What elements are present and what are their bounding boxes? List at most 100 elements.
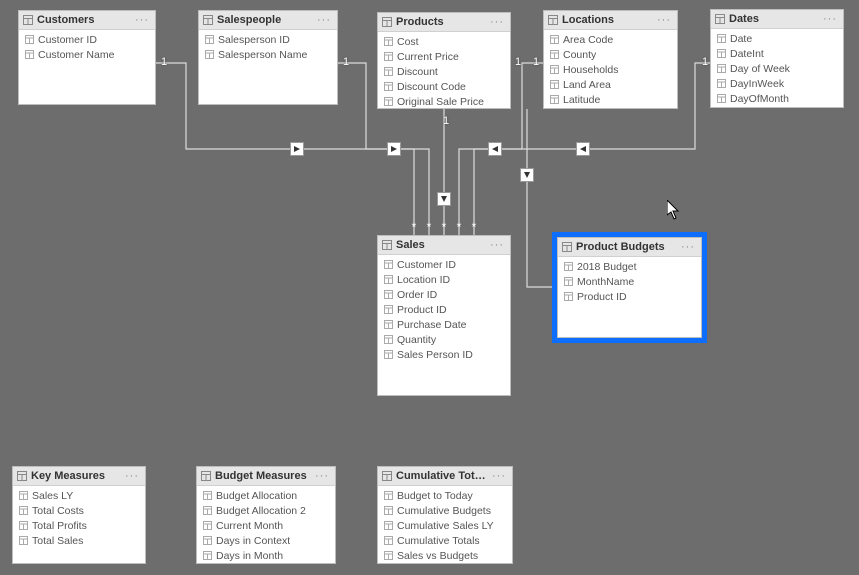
field-row[interactable]: Customer ID <box>19 32 155 47</box>
field-label: Sales Person ID <box>397 349 473 361</box>
field-row[interactable]: Purchase Date <box>378 317 510 332</box>
table-budget_measures[interactable]: Budget Measures···Budget AllocationBudge… <box>196 466 336 564</box>
column-icon <box>717 34 726 43</box>
field-row[interactable]: Current Price <box>378 49 510 64</box>
table-header[interactable]: Key Measures··· <box>13 467 145 486</box>
field-row[interactable]: Discount <box>378 64 510 79</box>
field-row[interactable]: Customer ID <box>378 257 510 272</box>
field-row[interactable]: Total Profits <box>13 518 145 533</box>
field-row[interactable]: Cumulative Sales LY <box>378 518 512 533</box>
model-canvas[interactable]: { "canvas": { "width": 859, "height": 57… <box>0 0 859 575</box>
field-row[interactable]: Day of Week <box>711 61 843 76</box>
field-row[interactable]: Budget Allocation 2 <box>197 503 335 518</box>
table-more-icon[interactable]: ··· <box>313 471 331 481</box>
table-more-icon[interactable]: ··· <box>679 242 697 252</box>
column-icon <box>205 35 214 44</box>
relationship-sales-productbudgets[interactable] <box>527 109 557 287</box>
field-list: Budget AllocationBudget Allocation 2Curr… <box>197 486 335 563</box>
field-row[interactable]: Cumulative Totals <box>378 533 512 548</box>
table-more-icon[interactable]: ··· <box>123 471 141 481</box>
field-row[interactable]: Cumulative Budgets <box>378 503 512 518</box>
field-row[interactable]: Households <box>544 62 677 77</box>
field-row[interactable]: Total Sales <box>13 533 145 548</box>
table-header[interactable]: Budget Measures··· <box>197 467 335 486</box>
field-row[interactable]: Area Code <box>544 32 677 47</box>
field-row[interactable]: Days in Context <box>197 533 335 548</box>
table-more-icon[interactable]: ··· <box>490 471 508 481</box>
column-icon <box>384 335 393 344</box>
table-more-icon[interactable]: ··· <box>488 240 506 250</box>
table-header[interactable]: Salespeople ··· <box>199 11 337 30</box>
field-row[interactable]: Location ID <box>378 272 510 287</box>
field-label: Cumulative Sales LY <box>397 520 494 532</box>
table-salespeople[interactable]: Salespeople ··· Salesperson IDSalesperson … <box>198 10 338 105</box>
field-row[interactable]: Product ID <box>558 289 701 304</box>
table-product_budgets[interactable]: Product Budgets··· 2018 Budget MonthNamePr… <box>557 237 702 338</box>
table-more-icon[interactable]: ··· <box>315 15 333 25</box>
field-row[interactable]: Quantity <box>378 332 510 347</box>
field-row[interactable]: 2018 Budget <box>558 259 701 274</box>
column-icon <box>25 50 34 59</box>
table-header[interactable]: Dates··· <box>711 10 843 29</box>
field-row[interactable]: Cost <box>378 34 510 49</box>
field-row[interactable]: Order ID <box>378 287 510 302</box>
column-icon <box>717 79 726 88</box>
field-row[interactable]: Discount Code <box>378 79 510 94</box>
column-icon <box>203 521 212 530</box>
field-list: CostCurrent PriceDiscountDiscount CodeOr… <box>378 32 510 108</box>
field-row[interactable]: Sales Person ID <box>378 347 510 362</box>
field-row[interactable]: Location ID <box>544 107 677 108</box>
column-icon <box>384 305 393 314</box>
column-icon <box>384 536 393 545</box>
field-list: Area CodeCountyHouseholdsLand AreaLatitu… <box>544 30 677 108</box>
field-row[interactable]: Land Area <box>544 77 677 92</box>
field-row[interactable]: MonthName <box>558 274 701 289</box>
table-icon <box>382 240 392 250</box>
field-label: MonthName <box>577 276 634 288</box>
column-icon <box>384 506 393 515</box>
table-more-icon[interactable]: ··· <box>821 14 839 24</box>
table-header[interactable]: Products··· <box>378 13 510 32</box>
field-row[interactable]: Date <box>711 31 843 46</box>
field-row[interactable]: FY <box>711 106 843 107</box>
field-row[interactable]: Total Costs <box>13 503 145 518</box>
table-cumulative_totals[interactable]: Cumulative Totals···Budget to TodayCumul… <box>377 466 513 564</box>
field-row[interactable]: Days in Month <box>197 548 335 563</box>
table-header[interactable]: Customers ··· <box>19 11 155 30</box>
table-customers[interactable]: Customers ··· Customer IDCustomer Name <box>18 10 156 105</box>
field-row[interactable]: DayOfMonth <box>711 91 843 106</box>
field-row[interactable]: Budget to Today <box>378 488 512 503</box>
table-more-icon[interactable]: ··· <box>488 17 506 27</box>
cardinality-label: 1 <box>343 56 349 68</box>
field-row[interactable]: County <box>544 47 677 62</box>
field-row[interactable]: Sales LY <box>13 488 145 503</box>
table-dates[interactable]: Dates··· Date DateIntDay of WeekDayInWeekD… <box>710 9 844 108</box>
table-title: Customers <box>37 14 129 26</box>
field-row[interactable]: DayInWeek <box>711 76 843 91</box>
cardinality-label: 1 <box>702 56 708 68</box>
table-title: Salespeople <box>217 14 311 26</box>
table-header[interactable]: Product Budgets··· <box>558 238 701 257</box>
field-row[interactable]: Customer Name <box>19 47 155 62</box>
table-header[interactable]: Locations··· <box>544 11 677 30</box>
table-products[interactable]: Products···CostCurrent PriceDiscountDisc… <box>377 12 511 109</box>
field-label: DateInt <box>730 48 764 60</box>
table-more-icon[interactable]: ··· <box>655 15 673 25</box>
field-row[interactable]: Sales vs Budgets <box>378 548 512 563</box>
field-row[interactable]: Salesperson ID <box>199 32 337 47</box>
table-key_measures[interactable]: Key Measures···Sales LYTotal CostsTotal … <box>12 466 146 564</box>
field-row[interactable]: Salesperson Name <box>199 47 337 62</box>
table-header[interactable]: Sales··· <box>378 236 510 255</box>
field-row[interactable]: Budget Allocation <box>197 488 335 503</box>
field-row[interactable]: Current Month <box>197 518 335 533</box>
field-row[interactable]: Product ID <box>378 302 510 317</box>
table-header[interactable]: Cumulative Totals··· <box>378 467 512 486</box>
cardinality-label: 1 <box>533 56 539 68</box>
table-sales[interactable]: Sales··· Customer IDLocation IDOrder IDPr… <box>377 235 511 396</box>
field-row[interactable]: DateInt <box>711 46 843 61</box>
field-row[interactable]: Latitude <box>544 92 677 107</box>
table-locations[interactable]: Locations···Area CodeCountyHouseholdsLan… <box>543 10 678 109</box>
field-row[interactable]: Original Sale Price <box>378 94 510 108</box>
table-more-icon[interactable]: ··· <box>133 15 151 25</box>
column-icon <box>203 551 212 560</box>
